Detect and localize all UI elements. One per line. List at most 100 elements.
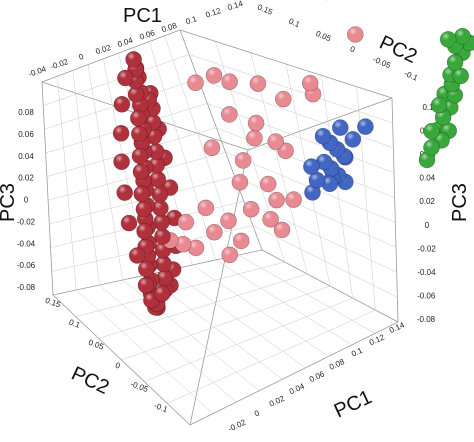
data-point-highlight: [129, 247, 146, 264]
axis-title-pc3-left: PC3: [0, 183, 19, 222]
data-point-highlight: [231, 174, 248, 191]
grid-line: [75, 261, 285, 317]
data-point-highlight: [130, 110, 147, 127]
data-point-highlight: [285, 191, 302, 208]
data-point-highlight: [113, 153, 130, 170]
tick-label-pc3-left: 0.04: [18, 152, 34, 161]
data-point-highlight: [121, 215, 137, 232]
tick-label-pc2-bottom: -0.05: [129, 379, 150, 394]
tick-label-pc1-bottom: 0.06: [308, 369, 326, 384]
data-point-highlight: [423, 139, 440, 156]
tick-label-pc3-left: -0.08: [17, 283, 36, 292]
tick-label-pc3-left: 0.08: [18, 108, 34, 117]
tick-label-pc1-bottom: 0.04: [288, 381, 306, 396]
grid-line: [285, 63, 331, 287]
grid-line: [149, 41, 216, 261]
data-point-highlight: [148, 143, 165, 160]
grid-line: [43, 54, 190, 106]
tick-label-pc2-top: 0.05: [314, 29, 332, 44]
data-point-highlight: [431, 97, 448, 114]
data-point-highlight: [206, 67, 222, 84]
data-point-highlight: [138, 277, 154, 294]
tick-label-pc1-top: 0: [78, 52, 86, 62]
tick-label-pc1-top: 0.02: [94, 43, 112, 57]
tick-label-pc3-left: -0.06: [17, 261, 36, 270]
tick-label-pc1-top: 0.12: [204, 6, 222, 20]
data-point-highlight: [303, 158, 320, 175]
data-point-highlight: [132, 148, 148, 164]
axis-title-pc1-bottom: PC1: [331, 386, 376, 422]
data-point-highlight: [221, 106, 238, 123]
data-point-highlight: [113, 125, 130, 142]
tick-label-pc2-top: 0.1: [287, 17, 301, 30]
data-point-highlight: [316, 154, 333, 170]
box-edge: [189, 321, 399, 426]
data-point-highlight: [154, 228, 171, 245]
data-point-highlight: [149, 171, 166, 188]
data-point-highlight: [274, 221, 290, 238]
tick-label-pc3-left: 0.02: [18, 174, 34, 183]
tick-label-pc2-top: -0.1: [403, 69, 420, 83]
data-point-highlight: [268, 192, 285, 209]
grid-line: [87, 64, 123, 281]
data-point-highlight: [203, 139, 220, 156]
data-point-highlight: [187, 74, 204, 91]
tick-label-pc1-top: -0.04: [27, 64, 48, 78]
grid-line: [46, 127, 217, 177]
tick-label-pc2-bottom: 0.15: [44, 296, 62, 310]
data-point-highlight: [302, 75, 319, 92]
tick-label-pc1-bottom: 0.1: [350, 346, 364, 359]
tick-label-pc3-left: 0.06: [18, 130, 34, 139]
tick-label-pc1-bottom: 0.08: [328, 357, 346, 372]
data-point-highlight: [156, 270, 173, 286]
data-point-highlight: [220, 212, 237, 229]
axis-titles: PC1 PC2 PC3 PC3 PC2 PC1: [0, 5, 471, 423]
tick-label-pc1-bottom: 0.14: [388, 320, 406, 335]
axis-title-pc2-bottom: PC2: [68, 363, 113, 399]
tick-label-pc1-bottom: 0.02: [268, 394, 286, 409]
tick-label-pc1-top: 0.08: [160, 21, 178, 35]
data-point-highlight: [452, 67, 469, 84]
data-point-highlight: [113, 96, 130, 113]
data-point-highlight: [128, 86, 144, 103]
data-point-highlight: [154, 285, 171, 302]
tick-label-pc2-bottom: 0.05: [87, 338, 105, 352]
data-point-highlight: [267, 133, 284, 150]
tick-label-pc2-top: 0.15: [256, 3, 274, 18]
data-point-highlight: [197, 199, 214, 216]
data-point-highlight: [344, 131, 361, 148]
data-point-highlight: [321, 175, 338, 192]
data-point-highlight: [125, 51, 142, 68]
tick-label-pc1-bottom: -0.02: [227, 418, 248, 434]
data-point-highlight: [246, 130, 263, 147]
tick-label-pc3-right: -0.04: [417, 268, 436, 277]
tick-label-pc3-right: -0.06: [417, 291, 436, 300]
data-point-highlight: [116, 184, 133, 201]
data-point-highlight: [152, 200, 169, 217]
data-point-highlight: [454, 28, 471, 45]
tick-label-pc3-right: 0.02: [419, 197, 435, 206]
data-point-highlight: [221, 73, 238, 90]
data-point-highlight: [138, 261, 155, 277]
data-point-highlight: [423, 123, 440, 140]
data-point-highlight: [243, 201, 260, 218]
tick-label-pc3-left: -0.02: [17, 217, 36, 226]
grid-line: [167, 309, 376, 404]
data-point-highlight: [249, 75, 266, 92]
tick-label-pc2-top: 0: [349, 44, 357, 54]
data-point-highlight: [136, 223, 153, 240]
data-point-highlight: [135, 201, 152, 218]
box-edge: [391, 97, 399, 323]
data-point-highlight: [440, 31, 457, 48]
data-point-highlight: [315, 128, 331, 145]
tick-label-pc3-right: 0.04: [420, 174, 436, 183]
data-point-highlight: [309, 172, 325, 189]
data-point-highlight: [155, 255, 172, 272]
grid-line: [57, 76, 77, 291]
tick-label-pc1-top: -0.02: [49, 57, 70, 71]
data-point-highlight: [332, 119, 349, 136]
tick-label-pc1-top: 0.14: [226, 0, 244, 12]
tick-label-pc1-bottom: 0.12: [368, 332, 386, 347]
